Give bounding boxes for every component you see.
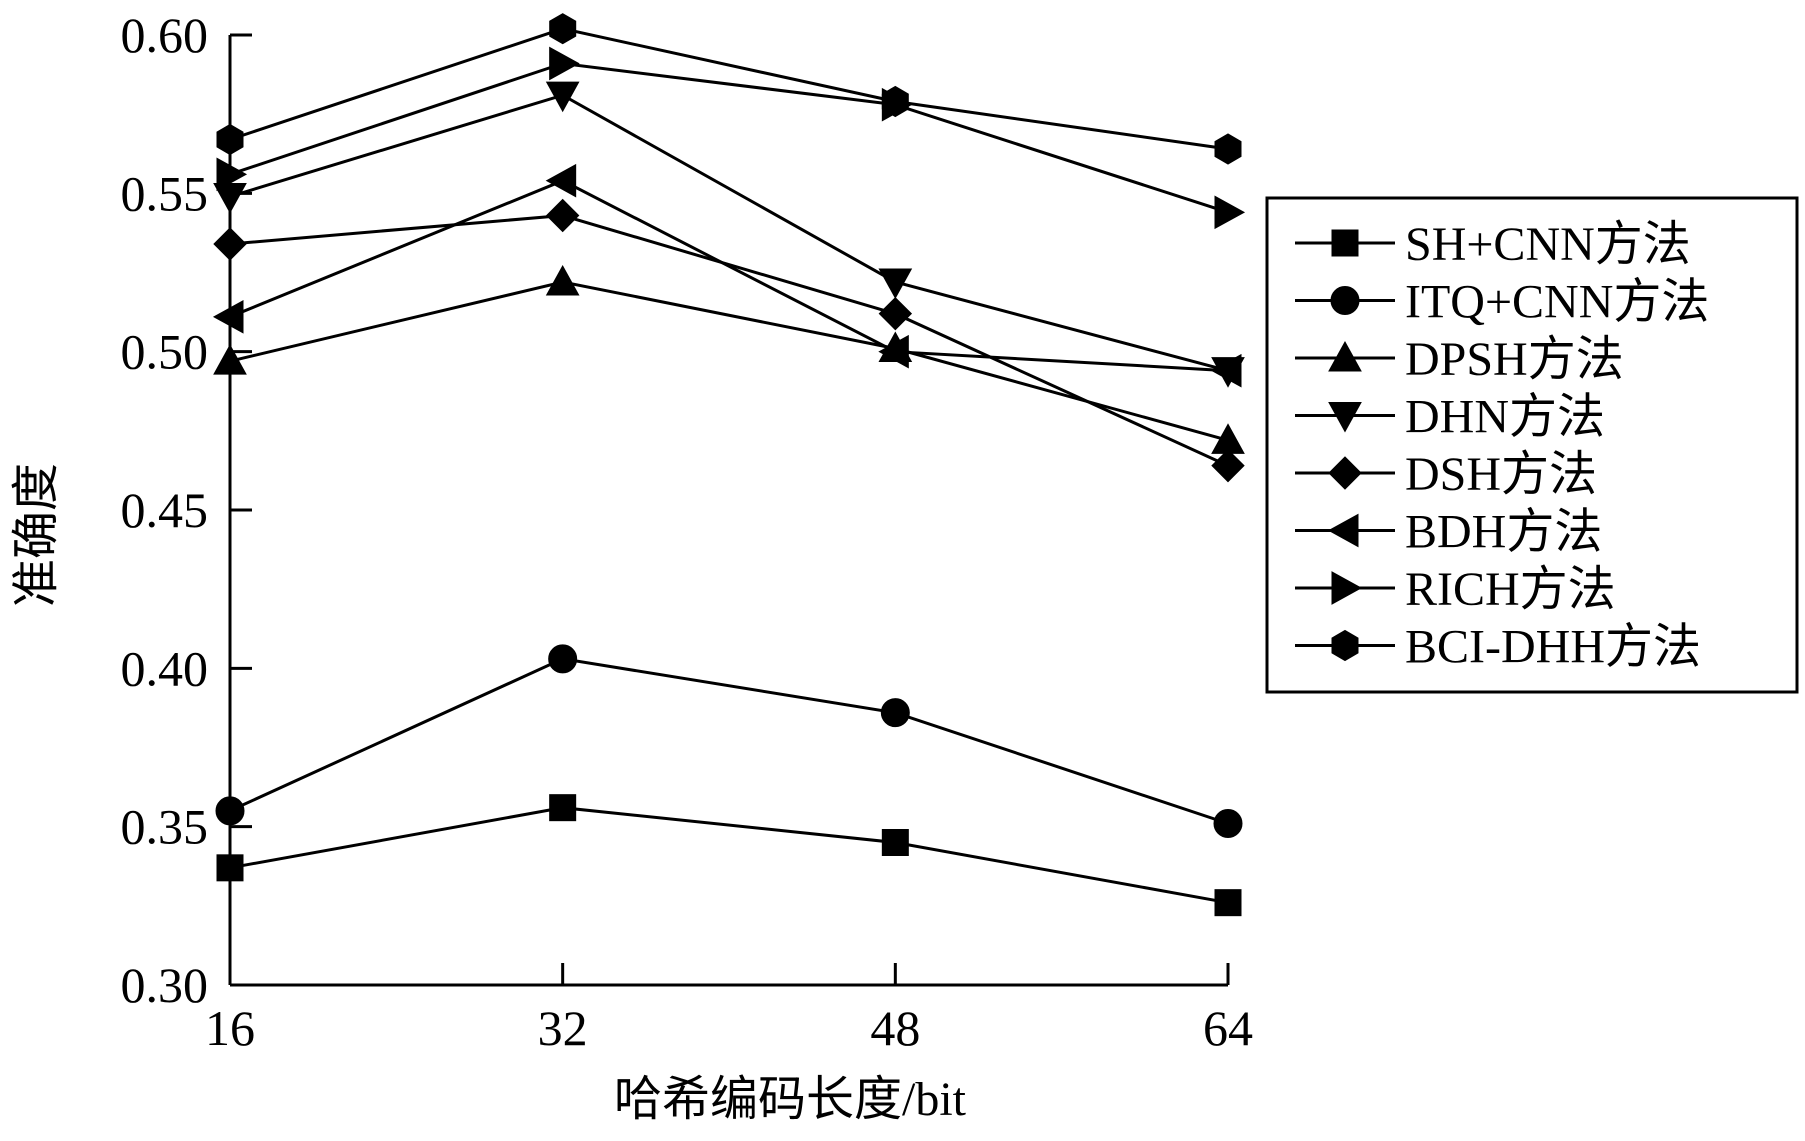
y-tick-label: 0.45 — [121, 482, 209, 538]
x-tick-label: 32 — [538, 1000, 588, 1056]
series-line — [229, 280, 1229, 442]
series-3 — [213, 264, 1245, 454]
series-line — [229, 657, 1229, 825]
data-point — [545, 163, 577, 198]
series-7 — [216, 46, 1246, 230]
data-point — [215, 796, 245, 826]
data-point — [213, 344, 247, 375]
data-point — [881, 829, 909, 856]
data-point — [881, 85, 909, 118]
legend-item: SH+CNN方法 — [1295, 218, 1691, 271]
data-point — [548, 644, 578, 674]
series-8 — [216, 13, 1242, 165]
data-point — [213, 227, 247, 261]
y-tick-label: 0.60 — [121, 7, 209, 63]
data-point — [878, 334, 909, 369]
legend-marker — [1331, 629, 1359, 662]
data-point — [1214, 133, 1242, 165]
legend-item: RICH方法 — [1295, 563, 1616, 616]
legend-item: ITQ+CNN方法 — [1295, 276, 1709, 329]
legend: SH+CNN方法ITQ+CNN方法DPSH方法DHN方法DSH方法BDH方法RI… — [1265, 196, 1799, 694]
data-point — [216, 157, 248, 192]
x-tick-label: 48 — [870, 1000, 920, 1056]
y-ticks: 0.30 0.35 0.40 0.45 0.50 0.55 0.60 — [121, 7, 252, 1013]
data-point — [880, 698, 910, 728]
series-line — [229, 179, 1229, 373]
legend-label: DPSH方法 — [1405, 333, 1624, 386]
legend-label: BCI-DHH方法 — [1405, 621, 1701, 674]
legend-marker — [1331, 571, 1363, 605]
data-point — [212, 299, 244, 334]
y-axis-label: 准确度 — [10, 463, 63, 607]
data-point — [545, 198, 580, 233]
legend-box — [1265, 196, 1799, 694]
legend-marker — [1331, 229, 1359, 257]
data-point — [549, 794, 577, 822]
legend-label: DHN方法 — [1405, 391, 1605, 444]
data-point — [878, 268, 913, 300]
legend-item: DHN方法 — [1295, 391, 1605, 444]
data-point — [545, 81, 580, 113]
legend-marker — [1328, 340, 1362, 372]
data-point — [1214, 195, 1246, 230]
data-point — [878, 296, 913, 331]
series-line — [229, 61, 1229, 214]
legend-item: BCI-DHH方法 — [1295, 621, 1701, 674]
data-point — [549, 46, 580, 81]
legend-marker — [1327, 513, 1359, 548]
y-tick-label: 0.40 — [121, 640, 209, 696]
y-tick-label: 0.30 — [121, 957, 209, 1013]
data-point — [1210, 353, 1242, 388]
data-point — [216, 854, 244, 882]
x-axis-label: 哈希编码长度/bit — [614, 1073, 967, 1126]
series-2 — [215, 644, 1243, 838]
legend-label: ITQ+CNN方法 — [1405, 276, 1709, 329]
legend-label: DSH方法 — [1405, 448, 1597, 501]
legend-label: RICH方法 — [1405, 563, 1616, 616]
legend-label: BDH方法 — [1405, 506, 1602, 559]
data-point — [549, 13, 577, 45]
series-line — [229, 93, 1229, 373]
series-1 — [216, 794, 1242, 917]
y-tick-label: 0.55 — [121, 165, 209, 221]
legend-item: DPSH方法 — [1295, 333, 1624, 386]
x-tick-label: 64 — [1203, 1000, 1253, 1056]
axes — [228, 35, 1228, 987]
series-line — [229, 806, 1229, 905]
data-point — [216, 123, 244, 156]
series-5 — [213, 198, 1245, 483]
legend-label: SH+CNN方法 — [1405, 218, 1691, 271]
x-ticks: 16 32 48 64 — [205, 963, 1253, 1056]
y-tick-label: 0.35 — [121, 799, 209, 855]
y-tick-label: 0.50 — [121, 324, 209, 380]
legend-marker — [1330, 286, 1360, 315]
data-point — [545, 264, 580, 296]
data-point — [1214, 889, 1242, 917]
series-6 — [212, 163, 1242, 388]
data-point — [1213, 809, 1243, 838]
legend-items: SH+CNN方法ITQ+CNN方法DPSH方法DHN方法DSH方法BDH方法RI… — [1295, 218, 1709, 674]
series-line — [229, 213, 1229, 468]
data-point — [1211, 448, 1245, 483]
legend-marker — [1328, 456, 1362, 490]
x-tick-label: 16 — [205, 1000, 255, 1056]
series-layer — [212, 13, 1246, 917]
legend-item: DSH方法 — [1295, 448, 1597, 501]
legend-item: BDH方法 — [1295, 506, 1602, 559]
legend-marker — [1328, 402, 1362, 433]
series-line — [229, 27, 1229, 151]
